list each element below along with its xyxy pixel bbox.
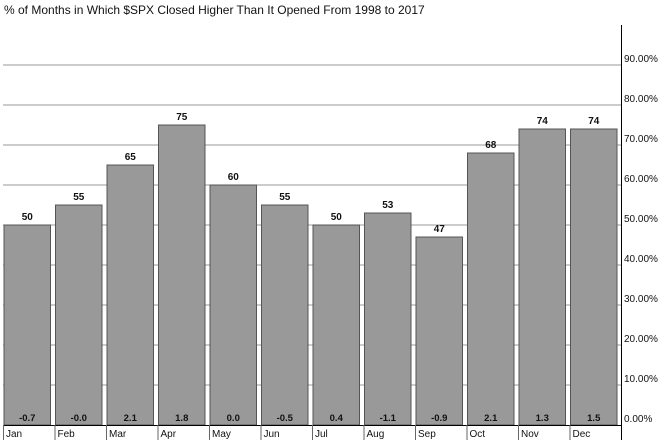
y-tick-label: 40.00% (624, 254, 658, 265)
bar-value-label: 74 (588, 116, 600, 127)
bar-value-label: 60 (228, 172, 240, 183)
bar (518, 128, 566, 426)
bar-change-label: 2.1 (484, 413, 498, 424)
bar (55, 204, 103, 426)
y-tick-label: 0.00% (624, 414, 652, 425)
x-tick-label: Feb (58, 429, 76, 440)
y-tick-label: 30.00% (624, 294, 658, 305)
x-tick-label: Jan (6, 429, 22, 440)
bar (158, 124, 206, 426)
bar-change-label: 2.1 (124, 413, 138, 424)
bar (209, 184, 257, 426)
x-tick-label: Mar (109, 429, 127, 440)
bar (106, 164, 154, 426)
bar-change-label: 1.8 (175, 413, 188, 424)
bar-change-label: 1.3 (536, 413, 549, 424)
bar-value-label: 55 (279, 192, 291, 203)
bar-change-label: -0.0 (71, 413, 87, 424)
y-tick-label: 10.00% (624, 374, 658, 385)
bar (467, 152, 515, 426)
x-tick-label: May (212, 429, 231, 440)
bar (3, 224, 51, 426)
x-tick-label: Sep (418, 429, 436, 440)
y-tick-label: 50.00% (624, 214, 658, 225)
x-tick-label: Jun (264, 429, 280, 440)
x-tick-label: Nov (521, 429, 539, 440)
bar-change-label: -0.7 (19, 413, 35, 424)
bar-value-label: 68 (485, 140, 497, 151)
bar (570, 128, 618, 426)
x-tick-label: Jul (315, 429, 328, 440)
bar (312, 224, 360, 426)
bar-value-label: 55 (73, 192, 85, 203)
bar-change-label: 0.0 (227, 413, 240, 424)
bar-value-label: 74 (537, 116, 549, 127)
y-tick-label: 80.00% (624, 94, 658, 105)
x-tick-label: Dec (573, 429, 591, 440)
bar-value-label: 50 (331, 212, 343, 223)
bar (261, 204, 309, 426)
bar-value-label: 75 (176, 112, 188, 123)
y-tick-label: 20.00% (624, 334, 658, 345)
bar-value-label: 65 (125, 152, 137, 163)
x-tick-label: Oct (470, 429, 486, 440)
y-tick-label: 90.00% (624, 54, 658, 65)
bar-change-label: -0.5 (277, 413, 294, 424)
x-tick-label: Aug (367, 429, 385, 440)
y-tick-label: 60.00% (624, 174, 658, 185)
bar-change-label: -0.9 (431, 413, 447, 424)
bar-change-label: 0.4 (330, 413, 344, 424)
bar-value-label: 50 (22, 212, 34, 223)
bar (415, 236, 463, 426)
bar-change-label: -1.1 (380, 413, 397, 424)
y-tick-label: 70.00% (624, 134, 658, 145)
chart-title: % of Months in Which $SPX Closed Higher … (4, 3, 425, 17)
bar-value-label: 47 (434, 224, 446, 235)
x-tick-label: Apr (161, 429, 177, 440)
bar (364, 212, 412, 426)
bar-value-label: 53 (382, 200, 394, 211)
bar-change-label: 1.5 (587, 413, 601, 424)
